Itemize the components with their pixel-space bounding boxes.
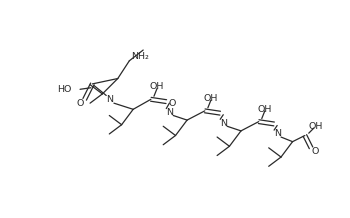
Text: N: N <box>220 119 227 128</box>
Text: O: O <box>311 147 318 156</box>
Text: NH₂: NH₂ <box>131 52 149 61</box>
Text: N: N <box>106 95 113 104</box>
Text: OH: OH <box>150 82 164 92</box>
Text: O: O <box>76 99 84 108</box>
Text: O: O <box>169 99 176 108</box>
Text: HO: HO <box>57 85 72 94</box>
Text: N: N <box>274 129 281 138</box>
Text: N: N <box>166 108 173 117</box>
Text: OH: OH <box>258 105 272 114</box>
Text: OH: OH <box>308 122 323 131</box>
Text: OH: OH <box>204 94 218 103</box>
